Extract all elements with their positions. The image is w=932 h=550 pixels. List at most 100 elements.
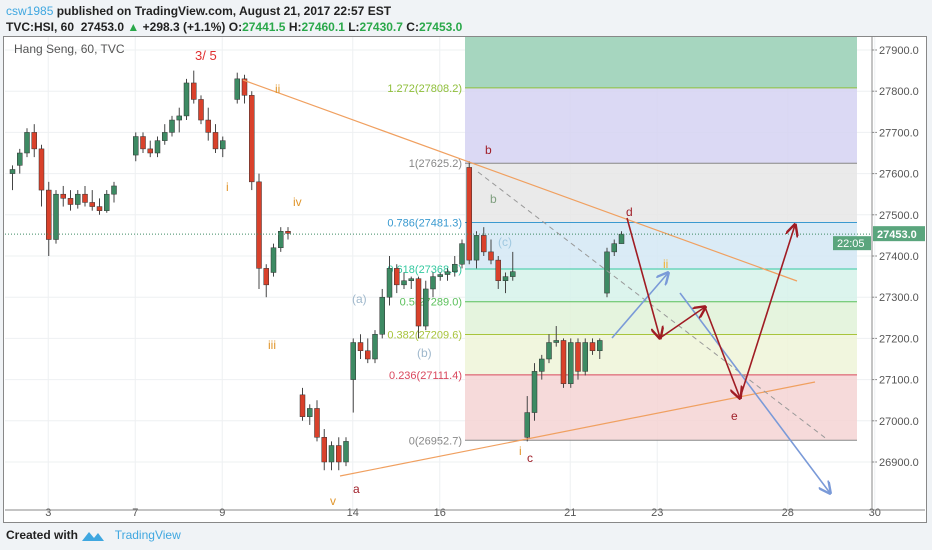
candle-body <box>452 263 458 272</box>
fib-level-label: 0.618(27368.3) <box>387 264 462 276</box>
candle-body <box>169 119 175 133</box>
candle <box>169 115 175 137</box>
candle-body <box>423 288 429 327</box>
candle <box>285 227 291 240</box>
candle <box>524 396 530 442</box>
fib-level-label: 0.786(27481.3) <box>387 218 462 230</box>
trendline-upper <box>242 79 798 282</box>
candle <box>140 132 146 153</box>
candle <box>481 227 487 256</box>
candle-body <box>488 251 494 261</box>
candle <box>249 91 255 191</box>
low-label: L: <box>348 20 360 34</box>
author-link[interactable]: csw1985 <box>6 4 54 18</box>
wave-label: b <box>485 143 492 157</box>
candle-body <box>249 95 255 183</box>
candle-body <box>38 148 45 191</box>
candle-body <box>589 342 596 352</box>
candle-body <box>183 82 190 117</box>
created-with: Created with <box>6 528 79 542</box>
wave-label: a <box>353 482 360 496</box>
fib-band <box>465 374 857 441</box>
candle <box>162 124 168 145</box>
candle <box>198 95 204 125</box>
candle-body <box>53 193 59 240</box>
candle-body <box>314 408 320 438</box>
x-tick-label: 14 <box>347 507 359 519</box>
fib-band <box>465 163 857 223</box>
candle-body <box>198 99 204 121</box>
candle-body <box>524 412 530 438</box>
wave-label: iii <box>268 338 276 352</box>
wave-label: (a) <box>352 292 367 306</box>
y-tick-label: 27700.0 <box>879 127 919 139</box>
candle-body <box>307 408 313 417</box>
candle <box>111 181 117 203</box>
candle-body <box>220 140 226 150</box>
x-tick-label: 9 <box>219 507 225 519</box>
chart-title: Hang Seng, 60, TVC <box>14 42 125 56</box>
candle-body <box>328 445 335 463</box>
candle <box>104 190 110 213</box>
y-tick-label: 27800.0 <box>879 86 919 98</box>
candle <box>597 338 603 359</box>
candle-body <box>568 342 574 384</box>
y-tick-label: 27100.0 <box>879 375 919 387</box>
candle <box>321 429 327 471</box>
candle <box>75 190 81 209</box>
candle <box>60 185 66 207</box>
tradingview-link[interactable]: TradingView <box>114 528 181 542</box>
x-tick-label: 30 <box>869 507 881 519</box>
y-tick-label: 27600.0 <box>879 169 919 181</box>
candle <box>408 276 414 289</box>
candle <box>96 198 103 215</box>
candle <box>357 334 364 359</box>
red-arrow <box>739 225 795 399</box>
wave-label: iv <box>293 195 302 209</box>
candle-body <box>212 132 219 150</box>
candle-body <box>401 280 407 286</box>
candle-body <box>17 152 23 166</box>
last-price-badge-text: 27453.0 <box>877 229 917 241</box>
candle-body <box>510 271 516 277</box>
candle <box>299 387 306 421</box>
y-tick-label: 27200.0 <box>879 333 919 345</box>
candle <box>546 334 552 364</box>
candle <box>241 74 248 104</box>
change: +298.3 (+1.1%) <box>142 20 226 34</box>
dashed-trendline <box>477 171 829 441</box>
y-tick-label: 27300.0 <box>879 292 919 304</box>
fib-level-label: 0.236(27111.4) <box>389 370 462 382</box>
candle-body <box>430 276 436 290</box>
candle-body <box>575 342 581 372</box>
candle-body <box>24 132 30 154</box>
candle <box>270 243 277 277</box>
low-value: 27430.7 <box>359 20 403 34</box>
fib-level-label: 0(26952.7) <box>409 435 462 447</box>
x-tick-label: 7 <box>132 507 138 519</box>
candle-body <box>46 189 52 240</box>
candle <box>575 338 581 380</box>
candle <box>278 227 284 252</box>
candle-body <box>176 115 182 121</box>
candle <box>394 264 400 294</box>
candle-body <box>104 193 110 211</box>
candle <box>379 288 385 339</box>
candle <box>17 148 23 174</box>
candle-body <box>191 82 197 100</box>
candle-body <box>67 198 74 205</box>
candle-body <box>82 193 88 203</box>
candle-body <box>321 437 327 463</box>
candle-body <box>31 132 37 150</box>
candle-body <box>466 167 472 261</box>
candle-body <box>234 78 240 100</box>
candle <box>328 441 335 471</box>
candle <box>365 338 371 364</box>
wave-label: i <box>226 180 229 194</box>
candle <box>582 338 588 376</box>
countdown-text: 22:05 <box>837 238 865 250</box>
y-tick-label: 27400.0 <box>879 251 919 263</box>
candle-body <box>75 193 81 205</box>
candle-body <box>408 278 414 281</box>
